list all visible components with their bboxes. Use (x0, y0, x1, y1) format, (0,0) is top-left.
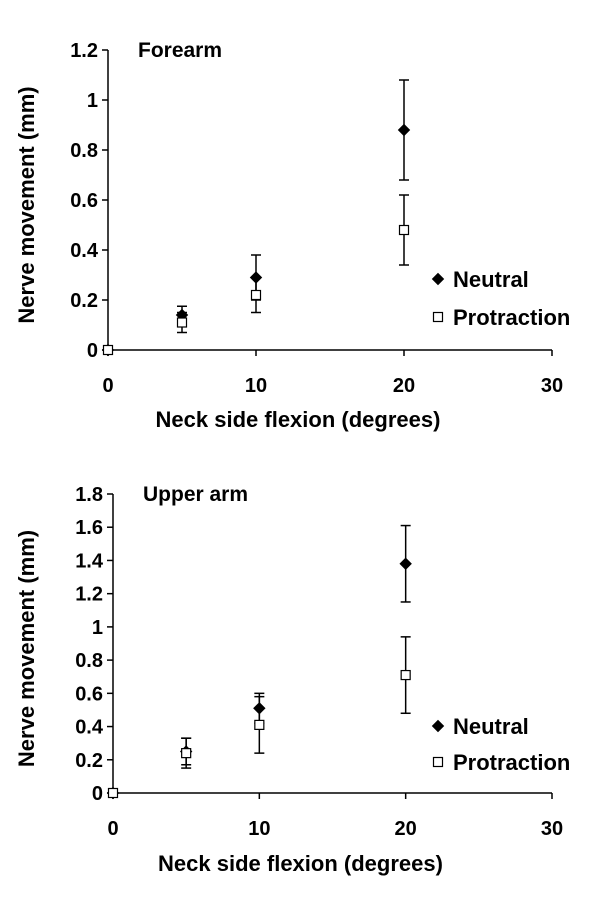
y-tick-label: 0.8 (75, 650, 103, 672)
y-tick-label: 0.4 (70, 240, 99, 262)
data-point (181, 748, 192, 759)
y-tick-label: 0 (92, 783, 103, 805)
legend-label: Protraction (453, 305, 570, 330)
y-tick-label: 1 (87, 90, 98, 112)
legend: Neutral Protraction (431, 714, 570, 775)
data-point (397, 123, 411, 137)
legend-label: Neutral (453, 714, 529, 739)
y-tick-label: 0 (87, 340, 98, 362)
y-tick-label: 0.2 (75, 750, 103, 772)
x-axis-title: Neck side flexion (degrees) (156, 407, 441, 432)
series-protraction (102, 194, 410, 356)
y-tick-label: 0.4 (75, 717, 104, 739)
legend-marker (431, 272, 445, 286)
data-point (102, 344, 114, 356)
data-point (398, 224, 410, 236)
x-tick-label: 10 (245, 375, 267, 397)
chart-panel-1: 0 0.2 0.4 0.6 0.8 1 1.2 0 10 20 30 Forearm Neck side… (14, 39, 570, 432)
x-tick-label: 20 (395, 818, 417, 840)
x-axis-title: Neck side flexion (degrees) (158, 851, 443, 876)
panel-title: Forearm (138, 39, 222, 62)
y-tick-label: 1.8 (75, 484, 103, 506)
panel-title: Upper arm (143, 483, 248, 506)
y-axis-title: Nerve movement (mm) (14, 86, 39, 323)
x-tick-label: 10 (248, 818, 270, 840)
x-tick-label: 30 (541, 375, 563, 397)
chart-panel-2: 0 0.2 0.4 0.6 0.8 1 1.2 1.4 1.6 1.8 0 10 20 30 Upper a… (14, 483, 570, 876)
data-point (250, 289, 262, 301)
legend-label: Protraction (453, 750, 570, 775)
y-tick-label: 1.2 (70, 40, 98, 62)
x-tick-label: 30 (541, 818, 563, 840)
y-tick-label: 0.8 (70, 140, 98, 162)
data-point (400, 669, 411, 681)
x-tick-label: 20 (393, 375, 415, 397)
data-point (254, 719, 265, 730)
data-point (399, 557, 412, 570)
legend-label: Neutral (453, 267, 529, 292)
legend-marker (431, 719, 445, 733)
y-tick-label: 1.2 (75, 584, 103, 606)
series-protraction (107, 636, 411, 799)
y-tick-label: 0.6 (75, 683, 103, 705)
x-tick-label: 0 (107, 818, 118, 840)
data-point (107, 787, 119, 799)
series-neutral (106, 524, 412, 800)
y-tick-label: 1.6 (75, 517, 103, 539)
x-tick-label: 0 (102, 375, 113, 397)
y-axis-title: Nerve movement (mm) (14, 530, 39, 767)
legend-marker (432, 756, 444, 768)
legend: Neutral Protraction (431, 267, 570, 330)
y-tick-label: 0.6 (70, 190, 98, 212)
y-tick-label: 0.2 (70, 290, 98, 312)
series-neutral (101, 79, 411, 357)
legend-marker (432, 311, 444, 323)
data-point (176, 317, 188, 328)
y-tick-label: 1 (92, 617, 103, 639)
y-tick-label: 1.4 (75, 550, 104, 572)
